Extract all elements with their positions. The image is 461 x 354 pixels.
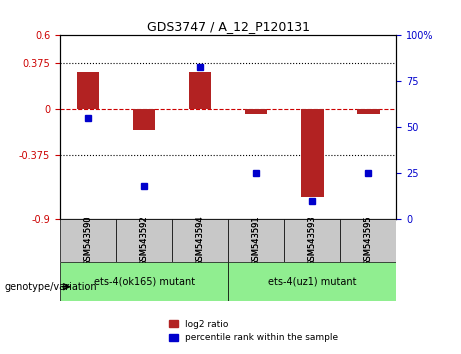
Text: GSM543591: GSM543591 [252, 215, 261, 266]
Text: GSM543592: GSM543592 [140, 215, 148, 266]
Bar [172, 219, 228, 262]
Text: GSM543594: GSM543594 [195, 215, 205, 266]
Text: GSM543593: GSM543593 [308, 215, 317, 266]
Bar [245, 109, 267, 114]
Text: ets-4(ok165) mutant: ets-4(ok165) mutant [94, 276, 195, 286]
Text: GSM543595: GSM543595 [364, 215, 373, 266]
Bar [340, 219, 396, 262]
Text: GSM543590: GSM543590 [83, 215, 93, 266]
Text: GSM543594: GSM543594 [195, 215, 205, 266]
Title: GDS3747 / A_12_P120131: GDS3747 / A_12_P120131 [147, 20, 310, 33]
Text: GSM543592: GSM543592 [140, 215, 148, 266]
Legend: log2 ratio, percentile rank within the sample: log2 ratio, percentile rank within the s… [165, 316, 342, 346]
Text: GSM543590: GSM543590 [83, 215, 93, 266]
Bar [60, 262, 228, 301]
Bar [60, 219, 116, 262]
Bar [228, 219, 284, 262]
Bar [189, 72, 211, 109]
Text: genotype/variation: genotype/variation [5, 282, 97, 292]
Text: GSM543595: GSM543595 [364, 215, 373, 266]
Bar [77, 72, 99, 109]
Bar [133, 109, 155, 130]
Bar [284, 219, 340, 262]
Bar [228, 262, 396, 301]
Bar [357, 109, 379, 114]
Text: GSM543591: GSM543591 [252, 215, 261, 266]
Bar [301, 109, 324, 198]
Text: ets-4(uz1) mutant: ets-4(uz1) mutant [268, 276, 356, 286]
Bar [116, 219, 172, 262]
Text: GSM543593: GSM543593 [308, 215, 317, 266]
